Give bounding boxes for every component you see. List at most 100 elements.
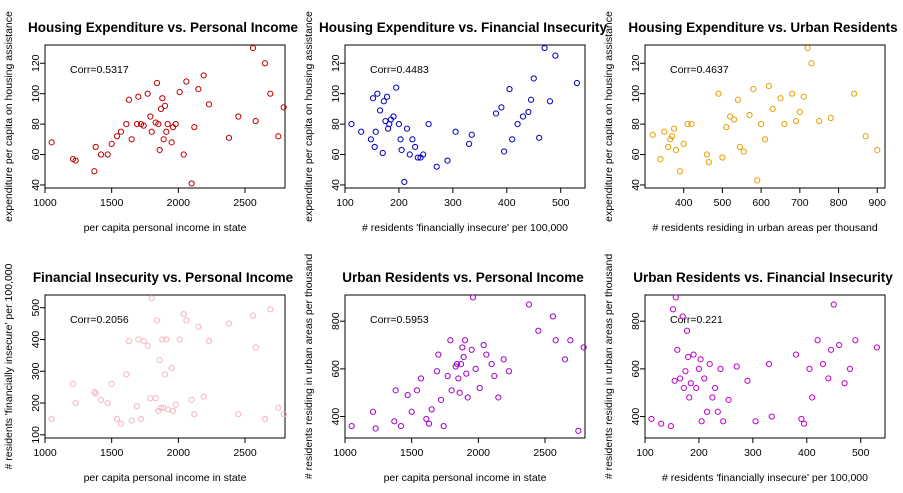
data-point <box>680 140 687 147</box>
data-point <box>382 117 389 125</box>
data-point <box>457 361 465 368</box>
data-point <box>730 116 738 123</box>
x-tick-label: 1000 <box>33 197 57 209</box>
data-point <box>781 121 788 128</box>
data-point <box>176 89 183 96</box>
x-axis-label: # residents 'financially insecure' per 1… <box>362 222 568 234</box>
data-point <box>733 363 740 370</box>
data-point <box>695 365 703 372</box>
data-point <box>573 79 581 87</box>
data-point <box>200 393 207 400</box>
x-tick-label: 300 <box>744 447 762 459</box>
data-point <box>830 301 837 308</box>
data-point <box>183 317 190 324</box>
data-point <box>682 368 689 375</box>
x-axis-label: per capita personal income in state <box>84 472 247 484</box>
y-tick-label: 200 <box>30 394 42 412</box>
y-tick-label: 60 <box>330 149 342 161</box>
data-point <box>546 98 554 105</box>
data-point <box>509 136 516 143</box>
data-point <box>505 368 513 375</box>
data-point <box>706 361 713 368</box>
y-tick-label: 600 <box>330 360 342 378</box>
data-point <box>225 320 233 327</box>
data-point <box>685 353 692 361</box>
correlation-label: Corr=0.221 <box>670 314 723 326</box>
data-point <box>768 413 775 420</box>
data-point <box>144 342 151 349</box>
data-point <box>372 425 379 432</box>
data-point <box>874 146 881 154</box>
y-tick-label: 600 <box>630 360 642 378</box>
data-point <box>69 380 77 388</box>
data-point <box>376 107 384 114</box>
data-point <box>393 84 400 91</box>
data-point <box>527 96 535 103</box>
data-point <box>720 418 727 425</box>
data-point <box>72 399 79 407</box>
data-point <box>133 403 141 410</box>
data-point <box>205 337 213 345</box>
data-point <box>453 361 461 368</box>
data-point <box>665 143 672 151</box>
y-tick-label: 40 <box>630 179 642 191</box>
data-point <box>440 422 447 430</box>
data-point <box>740 148 747 155</box>
data-point <box>480 341 487 349</box>
data-point <box>719 154 726 161</box>
data-point <box>456 389 463 396</box>
plot-frame <box>644 294 886 439</box>
y-tick-label: 100 <box>30 85 42 103</box>
data-point <box>827 346 835 353</box>
data-point <box>567 337 574 344</box>
y-tick-label: 120 <box>330 54 342 72</box>
data-point <box>423 415 430 423</box>
x-axis-label: per capita personal income in state <box>384 472 547 484</box>
data-point <box>693 384 700 392</box>
data-point <box>433 163 440 170</box>
data-point <box>792 351 800 358</box>
panel-3: Housing Expenditure vs. Urban Residents #… <box>603 11 898 234</box>
data-point <box>800 93 807 100</box>
y-tick-label: 400 <box>330 408 342 426</box>
data-point <box>113 133 121 140</box>
data-point <box>819 361 827 368</box>
data-point <box>159 95 166 102</box>
data-point <box>172 401 179 408</box>
y-tick-label: 80 <box>630 118 642 130</box>
data-point <box>491 372 498 380</box>
data-point <box>744 377 751 384</box>
data-point <box>468 346 475 353</box>
data-point <box>413 387 421 394</box>
panel-2: Housing Expenditure vs. Financial Insecu… <box>303 11 608 234</box>
data-point <box>435 351 442 358</box>
chart-title: Housing Expenditure vs. Financial Insecu… <box>319 20 608 35</box>
data-point <box>383 93 391 100</box>
data-point <box>397 422 405 430</box>
plot-frame <box>344 44 586 189</box>
data-point <box>113 415 121 423</box>
data-point <box>148 295 155 302</box>
data-point <box>657 155 664 163</box>
data-point <box>147 113 154 120</box>
x-tick-label: 1000 <box>33 447 57 459</box>
y-tick-label: 120 <box>30 54 42 72</box>
data-point <box>672 294 679 301</box>
data-point <box>670 125 678 132</box>
data-point <box>249 312 257 319</box>
data-point <box>501 148 508 155</box>
data-point <box>348 121 355 128</box>
data-point <box>133 121 141 128</box>
data-point <box>125 337 133 345</box>
data-point <box>137 415 145 423</box>
y-tick-label: 40 <box>330 179 342 191</box>
data-point <box>408 408 415 415</box>
data-point <box>91 168 98 175</box>
x-tick-label: 1500 <box>100 447 124 459</box>
data-point <box>796 108 803 116</box>
data-point <box>425 121 432 128</box>
data-point <box>712 384 719 392</box>
data-point <box>705 159 712 166</box>
data-point <box>727 113 734 120</box>
